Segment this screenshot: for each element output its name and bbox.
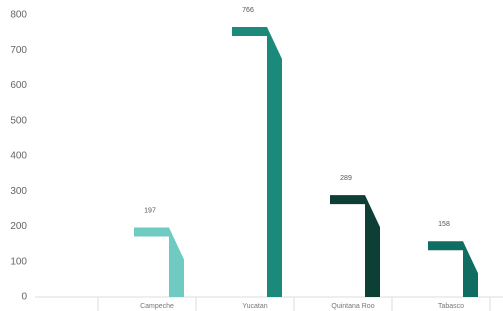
x-tick-label: Tabasco	[438, 303, 464, 310]
x-tick-label: Yucatan	[242, 303, 267, 310]
y-tick-label: 0	[21, 292, 27, 303]
value-label: 197	[144, 207, 156, 214]
value-label: 766	[242, 7, 254, 14]
y-tick-label: 400	[10, 151, 27, 162]
y-tick-label: 200	[10, 221, 27, 232]
bar	[330, 195, 380, 297]
x-tick-label: Quintana Roo	[331, 303, 374, 310]
y-tick-label: 700	[10, 45, 27, 56]
bar	[134, 228, 184, 297]
y-tick-label: 300	[10, 186, 27, 197]
y-tick-label: 500	[10, 115, 27, 126]
y-tick-label: 100	[10, 256, 27, 267]
chart: 0 100 200 300 400 500 600 700 800 Campeche 197 Yuca…	[0, 0, 503, 311]
bar	[232, 27, 282, 297]
value-label: 289	[340, 175, 352, 182]
bar	[428, 241, 478, 297]
y-tick-label: 800	[10, 10, 27, 21]
y-tick-label: 600	[10, 80, 27, 91]
x-tick-label: Campeche	[140, 303, 174, 310]
value-label: 158	[438, 221, 450, 228]
